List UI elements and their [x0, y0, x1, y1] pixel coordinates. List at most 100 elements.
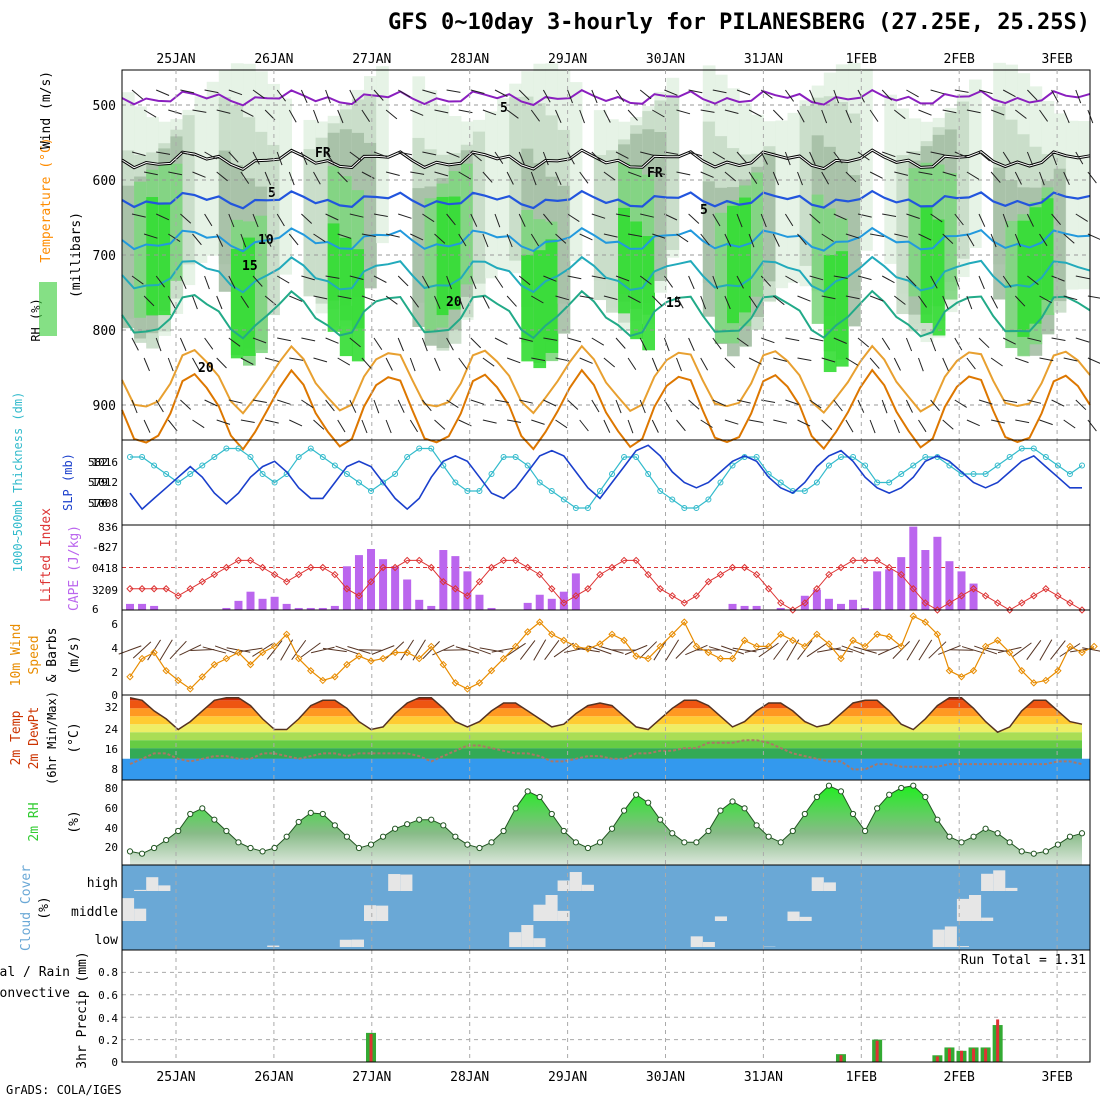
wind-barb — [143, 109, 157, 118]
wind-barb — [1027, 337, 1042, 342]
wind-barb — [966, 419, 980, 427]
label-barbs: & Barbs — [45, 628, 60, 683]
cape-bar — [728, 603, 737, 610]
wind-barb — [397, 275, 409, 287]
li-point — [909, 585, 917, 593]
wind-barb — [833, 151, 843, 164]
rh2m-point — [1018, 848, 1025, 855]
rh-band-cell — [908, 168, 922, 297]
wind-barb — [567, 151, 575, 165]
rh2m-point — [1030, 850, 1037, 857]
rh2m-point — [151, 844, 158, 852]
wind-barb — [252, 213, 259, 228]
rh-band-cell — [206, 81, 220, 256]
thickness-point — [488, 471, 495, 477]
li-point — [222, 563, 231, 572]
thickness-point — [657, 488, 664, 494]
rh2m-point — [633, 791, 640, 798]
wind-barb — [591, 275, 606, 280]
wind-barb — [531, 357, 546, 362]
wind-barb — [143, 233, 158, 239]
li-point — [752, 570, 761, 579]
wind-barb — [736, 337, 749, 347]
wind-barb — [688, 275, 695, 290]
cloud-block — [787, 911, 800, 921]
wind10-speed-point — [921, 618, 930, 626]
li-point — [210, 570, 219, 579]
wind-barb — [1026, 151, 1034, 166]
li-point — [656, 585, 664, 593]
pressure-tick-label: 900 — [93, 399, 116, 414]
wind-barb — [458, 357, 468, 370]
wind-barb — [240, 419, 255, 423]
thickness-point — [717, 479, 724, 486]
thickness-point — [428, 445, 435, 452]
wind-barb — [240, 233, 247, 248]
rh2m-point — [1054, 841, 1061, 848]
wind-barb — [446, 399, 459, 409]
wind-barb — [167, 357, 174, 372]
wind-barb — [869, 357, 880, 369]
li-point — [174, 592, 182, 600]
wind-barb — [216, 295, 223, 310]
rh2m-point — [392, 825, 399, 832]
thickness-point — [1079, 462, 1085, 469]
wind-barb — [1002, 89, 1016, 98]
wind-barb — [482, 233, 489, 248]
label-precip-axis: 3hr Precip (mm) — [75, 951, 90, 1068]
cape-bar — [234, 600, 243, 610]
wind10-barb — [335, 645, 359, 655]
wind-barb — [156, 89, 170, 96]
wind10-speed-point — [933, 630, 942, 638]
precip-convective-bar — [839, 1055, 843, 1062]
wind-barb — [797, 295, 811, 302]
rh2m-point — [379, 833, 387, 840]
contour-label: 20 — [446, 295, 462, 310]
contour-15C — [121, 255, 1091, 294]
rh2m-point — [910, 782, 917, 789]
wind-barb — [555, 295, 570, 301]
cloud-block — [364, 905, 377, 921]
wind10-speed-point — [825, 640, 833, 648]
wind-barb — [640, 151, 654, 156]
wind-barb — [204, 337, 214, 350]
wind-barb — [264, 233, 272, 247]
li-point — [391, 563, 399, 572]
rh2m-point — [247, 844, 254, 852]
wind-barb — [398, 151, 412, 156]
wind-barb — [156, 151, 171, 155]
day-label-top: 29JAN — [548, 52, 587, 67]
wind10-barb — [291, 639, 307, 661]
wind-barb — [192, 233, 202, 246]
wind-barb — [942, 233, 954, 244]
wind10-barb — [665, 639, 680, 661]
wind-barb — [506, 109, 519, 119]
wind-barb — [530, 109, 541, 122]
wind10-speed-point — [728, 654, 737, 663]
cape-bar — [873, 571, 882, 610]
wind-barb — [942, 171, 957, 177]
li-point — [282, 577, 291, 586]
cape-bar — [945, 561, 954, 610]
cloud-block — [146, 877, 159, 891]
cape-bar — [487, 607, 496, 610]
wind-barb — [1075, 89, 1082, 104]
wind10-speed-point — [668, 630, 676, 638]
precip-tick-label: 0.2 — [98, 1034, 118, 1047]
wind-barb — [652, 233, 666, 239]
cape-bar — [933, 536, 942, 610]
wind10-speed-point — [704, 648, 713, 657]
wind-barb — [179, 275, 187, 290]
thickness-point — [259, 471, 266, 477]
wind-barb — [579, 109, 585, 124]
rh2m-point — [500, 827, 507, 835]
wind-barb — [1039, 295, 1052, 304]
day-label-bottom: 25JAN — [156, 1070, 195, 1085]
li-point — [885, 563, 893, 572]
li-point — [572, 592, 580, 600]
wind10-speed-point — [596, 640, 604, 648]
wind10-barb — [359, 649, 384, 651]
wind-barb — [591, 399, 600, 413]
rh-band-cell — [969, 79, 982, 248]
wind10-speed-point — [355, 652, 363, 660]
